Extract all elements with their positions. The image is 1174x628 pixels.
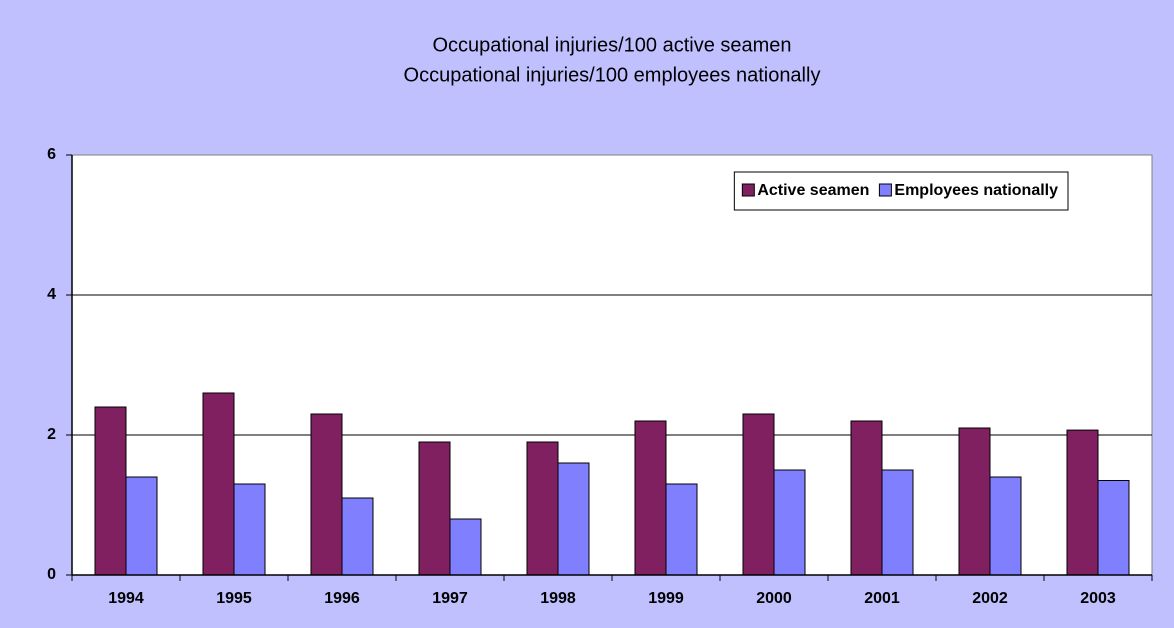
- bar: [773, 469, 806, 576]
- bar: [881, 469, 914, 576]
- bar: [958, 427, 991, 576]
- x-tick-label: 1998: [540, 590, 576, 607]
- y-tick-label: 0: [47, 566, 56, 583]
- bar: [449, 518, 482, 576]
- bar: [1066, 429, 1099, 576]
- bar: [557, 462, 590, 576]
- y-tick-label: 6: [47, 146, 56, 163]
- x-tick-label: 2003: [1080, 590, 1116, 607]
- x-tick-label: 2002: [972, 590, 1008, 607]
- x-tick-label: 1997: [432, 590, 468, 607]
- x-tick-label: 1999: [648, 590, 684, 607]
- bar: [665, 483, 698, 576]
- y-tick-label: 2: [47, 426, 56, 443]
- bar: [742, 413, 775, 576]
- x-tick-label: 2000: [756, 590, 792, 607]
- x-tick-label: 1996: [324, 590, 360, 607]
- chart-title: Occupational injuries/100 active seamen: [432, 34, 791, 56]
- bar: [310, 413, 343, 576]
- legend-swatch: [741, 183, 755, 197]
- x-tick-label: 2001: [864, 590, 900, 607]
- bar: [989, 476, 1022, 576]
- x-tick-label: 1994: [108, 590, 144, 607]
- bar: [202, 392, 235, 576]
- bar: [341, 497, 374, 576]
- legend-box: [733, 171, 1069, 211]
- chart-subtitle: Occupational injuries/100 employees nati…: [404, 64, 821, 86]
- legend-label: Employees nationally: [894, 182, 1058, 199]
- bar: [634, 420, 667, 576]
- bar: [233, 483, 266, 576]
- bar: [526, 441, 559, 576]
- bar: [1097, 480, 1130, 576]
- legend-swatch: [878, 183, 892, 197]
- x-tick-label: 1995: [216, 590, 252, 607]
- bar: [94, 406, 127, 576]
- bar: [418, 441, 451, 576]
- bar: [850, 420, 883, 576]
- bar: [125, 476, 158, 576]
- y-tick-label: 4: [47, 286, 56, 303]
- legend-label: Active seamen: [757, 182, 869, 199]
